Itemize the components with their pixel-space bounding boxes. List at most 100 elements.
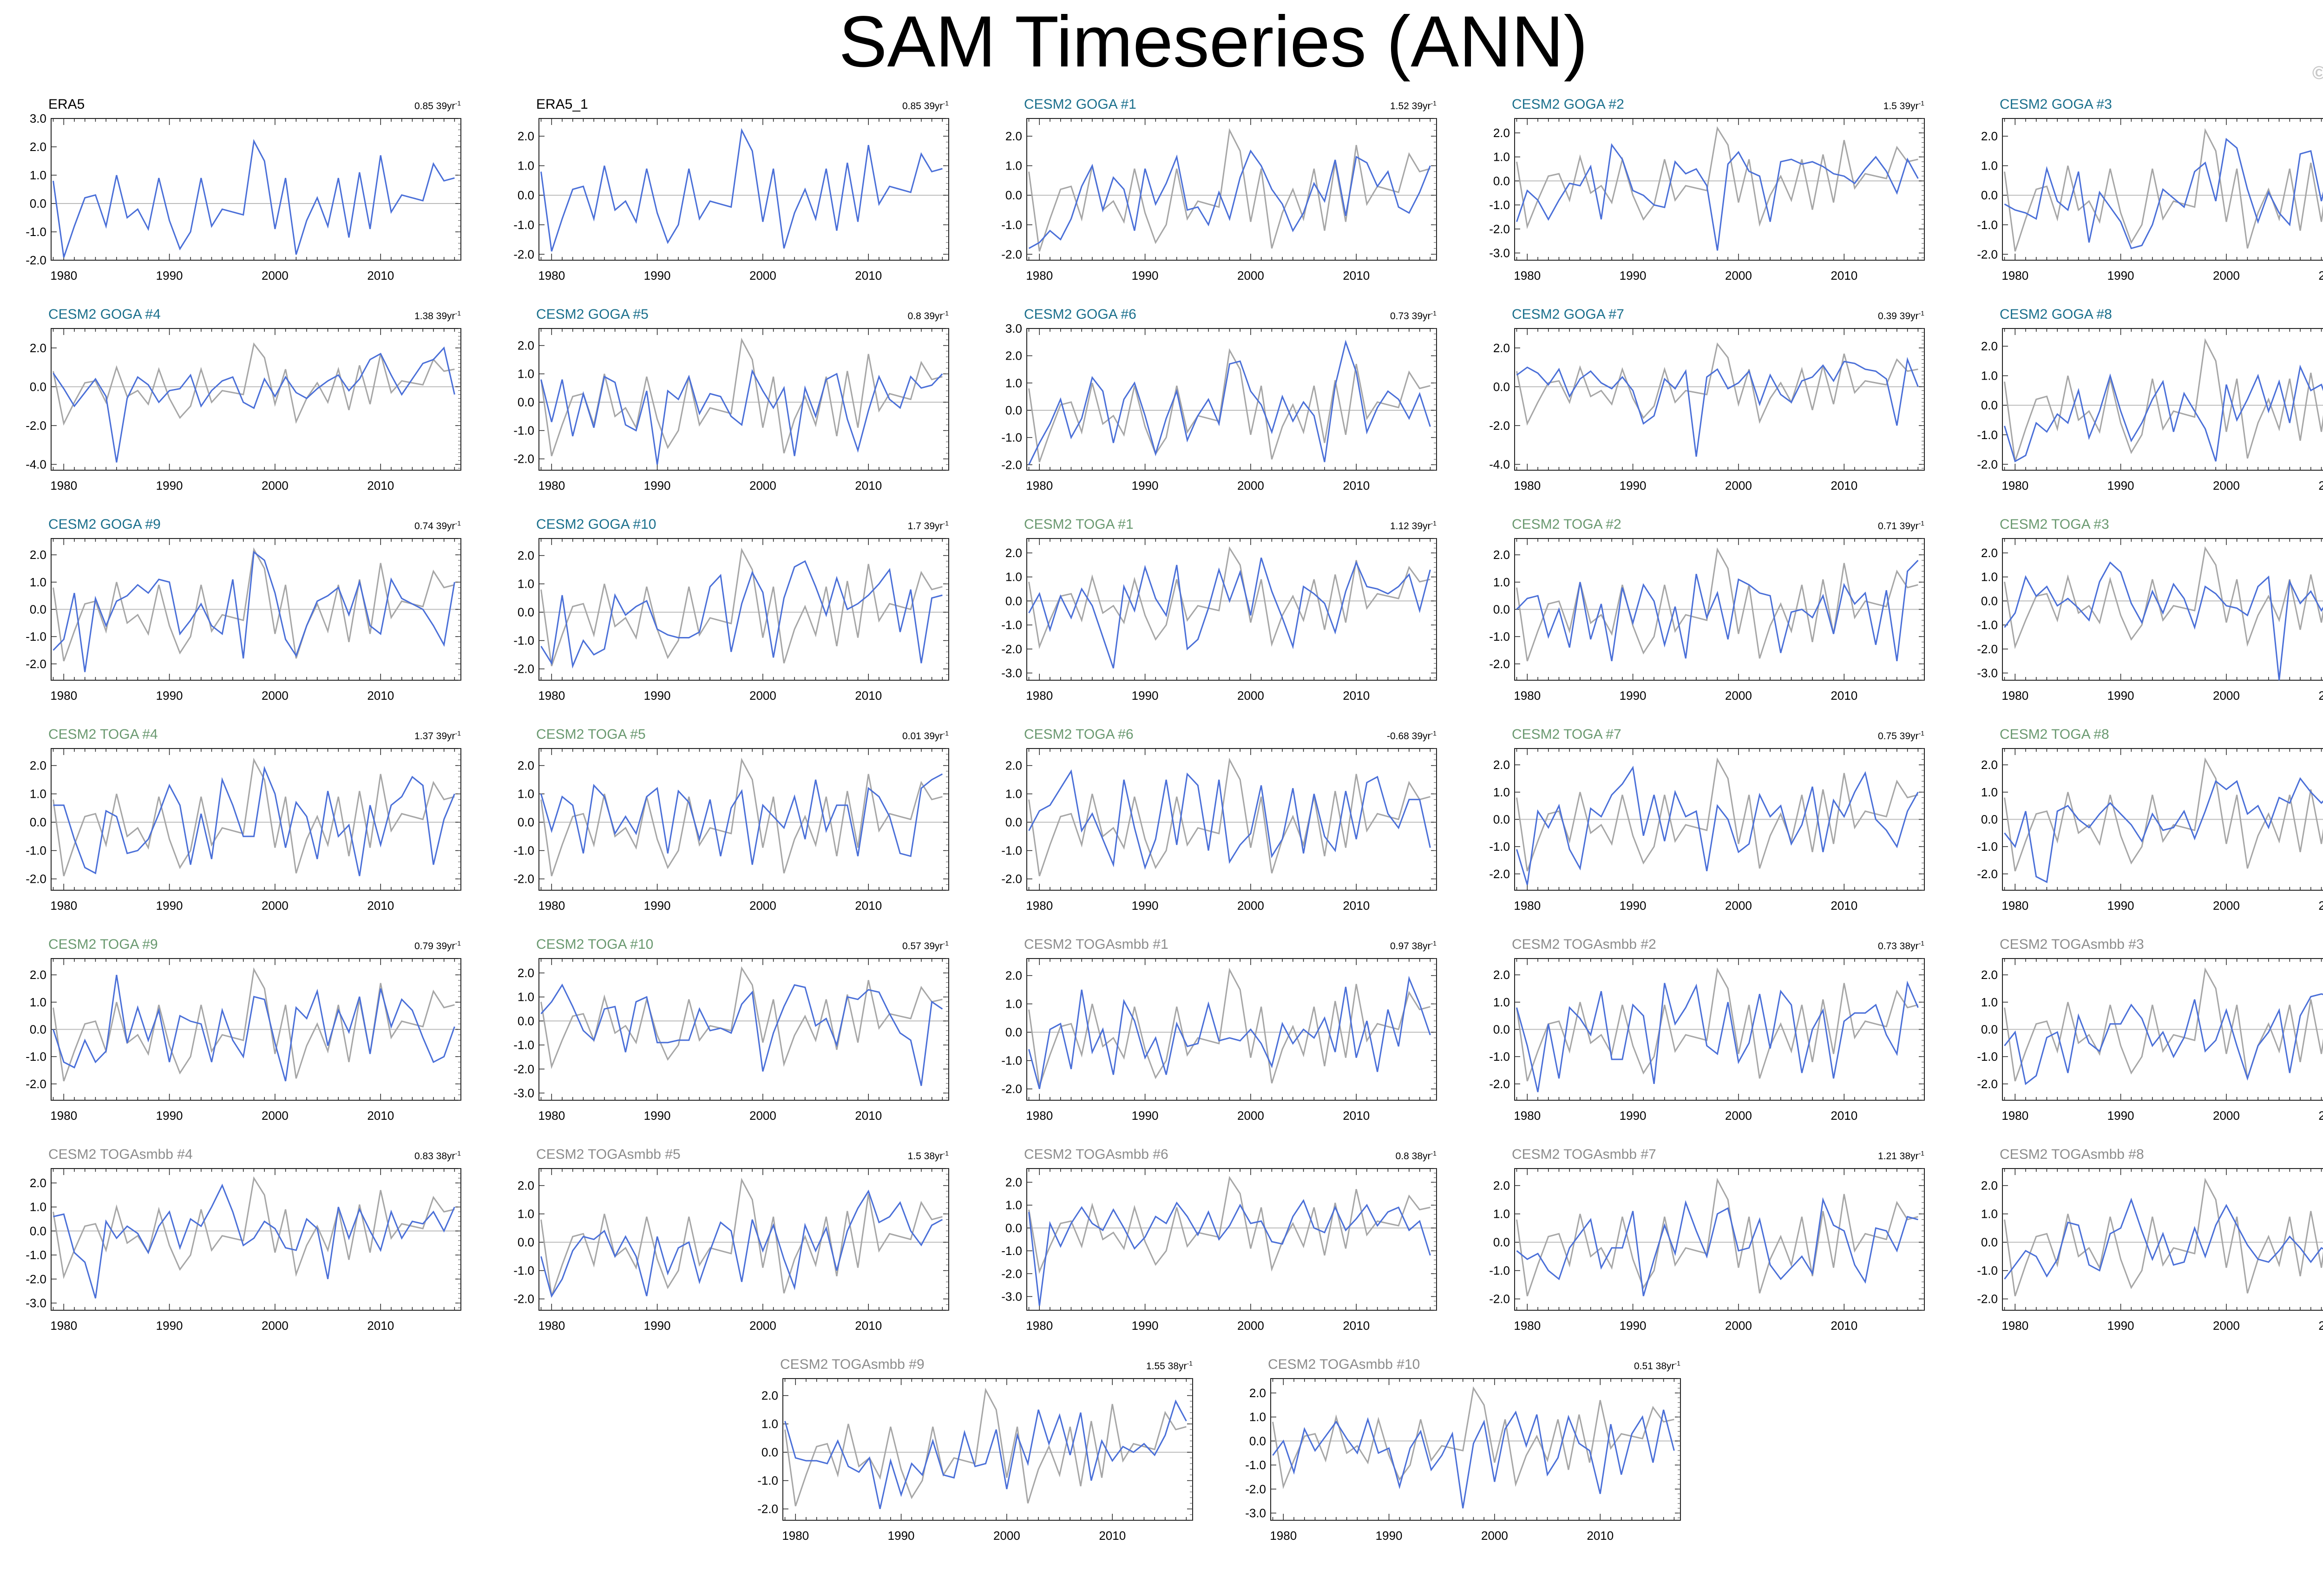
- y-tick-label: -2.0: [1001, 872, 1022, 886]
- panel-title: ERA5: [48, 97, 85, 112]
- panel-trend: 0.75 39yr-1: [1878, 729, 1924, 742]
- panel-title: CESM2 TOGA #10: [536, 937, 654, 952]
- trend-unit: yr: [1910, 101, 1919, 112]
- y-tick-label: 0.0: [518, 1014, 534, 1028]
- x-tick-label: 2010: [1831, 1319, 1857, 1333]
- panel-plot: 1980 1990 2000 2010 2.0 1.0 0.0 -1.0 -2.0: [1977, 958, 2323, 1123]
- y-tick-label: 0.0: [1493, 1235, 1510, 1249]
- trend-exponent: -1: [1187, 1360, 1193, 1367]
- y-tick-label: -2.0: [1489, 657, 1510, 671]
- y-tick-label: 1.0: [1981, 1207, 1998, 1221]
- obs-series-line: [1028, 967, 1431, 1086]
- y-tick-label: 0.0: [30, 380, 46, 394]
- y-tick-label: 1.0: [1493, 995, 1510, 1009]
- x-tick-label: 1990: [156, 1109, 183, 1123]
- x-tick-label: 1980: [2001, 899, 2028, 913]
- panel-plot: 1980 1990 2000 2010 2.0 1.0 0.0 -1.0 -2.0 -3.0: [513, 958, 949, 1123]
- x-tick-label: 1980: [2001, 1109, 2028, 1123]
- panel-plot: 1980 1990 2000 2010 2.0 1.0 0.0 -1.0 -2.0: [1001, 118, 1437, 282]
- x-tick-label: 1990: [1620, 1109, 1647, 1123]
- obs-series-line: [2004, 967, 2323, 1082]
- y-tick-label: 2.0: [1981, 968, 1998, 982]
- copyright-label: © CVDP-LE: [2312, 63, 2323, 83]
- y-tick-label: -1.0: [757, 1474, 778, 1488]
- trend-exponent: -1: [943, 939, 949, 947]
- panel: CESM2 TOGAsmbb #31.46 38yr-1198019902000…: [1956, 933, 2323, 1128]
- x-tick-label: 2000: [993, 1529, 1020, 1543]
- y-tick-label: 0.0: [30, 815, 46, 829]
- y-tick-label: 2.0: [1005, 759, 1022, 773]
- panel: CESM2 TOGAsmbb #2 0.73 38yr-1 1980 1990 2000…: [1468, 933, 1934, 1128]
- trend-unit: yr: [1910, 941, 1919, 952]
- panel-trend: 1.21 38yr-1: [1878, 1149, 1924, 1162]
- x-tick-label: 1980: [1026, 1319, 1053, 1333]
- x-tick-label: 2010: [2318, 479, 2323, 493]
- x-tick-label: 1990: [1620, 269, 1647, 282]
- y-tick-label: -1.0: [1001, 844, 1022, 858]
- obs-series-line: [1028, 128, 1431, 252]
- trend-unit: yr: [1423, 941, 1431, 952]
- x-tick-label: 2000: [262, 689, 289, 703]
- panel-title: CESM2 GOGA #8: [2000, 307, 2112, 322]
- panel: CESM2 TOGAsmbb #80.25 38yr-1198019902000…: [1956, 1143, 2323, 1338]
- panel-plot: 1980 1990 2000 2010 2.0 1.0 0.0 -1.0 -2.0: [1977, 1168, 2323, 1333]
- x-tick-label: 2010: [1587, 1529, 1614, 1543]
- x-tick-label: 2010: [1343, 899, 1370, 913]
- trend-value: 0.8 39: [907, 311, 935, 322]
- y-tick-label: 1.0: [1981, 570, 1998, 584]
- trend-exponent: -1: [1431, 99, 1437, 107]
- y-tick-label: 2.0: [1981, 339, 1998, 353]
- panel-plot: 1980 1990 2000 2010 2.0 1.0 0.0 -1.0 -2.0: [1489, 538, 1925, 703]
- panel-title: CESM2 GOGA #9: [48, 517, 161, 532]
- trend-value: 0.73 38: [1877, 941, 1911, 952]
- plot-frame: [1514, 118, 1925, 261]
- panel-plot: 1980 1990 2000 2010 2.0 1.0 0.0 -1.0 -2.0: [1977, 328, 2323, 493]
- panel-plot: 1980 1990 2000 2010 2.0 1.0 0.0 -1.0 -2.0: [1489, 958, 1925, 1123]
- x-tick-label: 2000: [1725, 1319, 1752, 1333]
- model-series-line: [1028, 340, 1431, 465]
- plot-frame: [1514, 1168, 1925, 1311]
- y-tick-label: 2.0: [30, 140, 46, 154]
- x-tick-label: 2010: [855, 1109, 882, 1123]
- y-tick-label: 3.0: [30, 112, 46, 125]
- y-tick-label: 2.0: [30, 341, 46, 355]
- panel: CESM2 GOGA #9 0.74 39yr-1 1980 1990 2000 2010…: [5, 513, 470, 708]
- trend-value: 0.74 39: [414, 521, 447, 532]
- y-tick-label: 1.0: [30, 575, 46, 589]
- obs-series-line: [1028, 348, 1431, 462]
- y-tick-label: -3.0: [1977, 666, 1998, 680]
- x-tick-label: 1980: [1514, 479, 1541, 493]
- trend-value: 1.21 38: [1877, 1151, 1911, 1162]
- x-tick-label: 1980: [1270, 1529, 1297, 1543]
- x-tick-label: 2000: [262, 479, 289, 493]
- y-tick-label: 2.0: [518, 759, 534, 773]
- trend-exponent: -1: [1918, 1149, 1924, 1157]
- trend-exponent: -1: [943, 519, 949, 527]
- x-tick-label: 1980: [1514, 269, 1541, 282]
- y-tick-label: 1.0: [30, 1200, 46, 1214]
- y-tick-label: 0.0: [1493, 813, 1510, 827]
- panel-title: CESM2 TOGA #8: [2000, 727, 2109, 742]
- panel: CESM2 TOGA #30.61 39yr-11980199020002010…: [1956, 513, 2323, 708]
- panel-plot: 1980 1990 2000 2010 2.0 1.0 0.0 -1.0 -2.0: [1489, 1168, 1925, 1333]
- x-tick-label: 2010: [1831, 899, 1857, 913]
- obs-series-line: [2004, 338, 2323, 462]
- y-tick-label: -1.0: [1977, 218, 1998, 232]
- model-series-line: [540, 560, 943, 669]
- model-series-line: [52, 551, 455, 672]
- trend-value: 0.85 39: [902, 101, 935, 112]
- y-tick-label: -1.0: [1977, 428, 1998, 442]
- panel-title: CESM2 GOGA #1: [1024, 97, 1136, 112]
- panel-trend: 0.85 39yr-1: [414, 99, 461, 112]
- y-tick-label: 0.0: [518, 605, 534, 619]
- obs-series-line: [540, 337, 943, 456]
- obs-series-line: [1516, 757, 1918, 872]
- panel-trend: 1.5 39yr-1: [1883, 99, 1924, 112]
- trend-unit: yr: [1423, 521, 1431, 532]
- panel-plot: 1980 1990 2000 2010 2.0 0.0 -2.0 -4.0: [26, 328, 461, 493]
- trend-unit: yr: [1423, 311, 1431, 322]
- panel: CESM2 GOGA #31.49 39yr-11980199020002010…: [1956, 93, 2323, 288]
- x-tick-label: 2010: [1343, 1109, 1370, 1123]
- model-series-line: [1028, 1199, 1431, 1306]
- y-tick-label: 0.0: [1005, 1221, 1022, 1235]
